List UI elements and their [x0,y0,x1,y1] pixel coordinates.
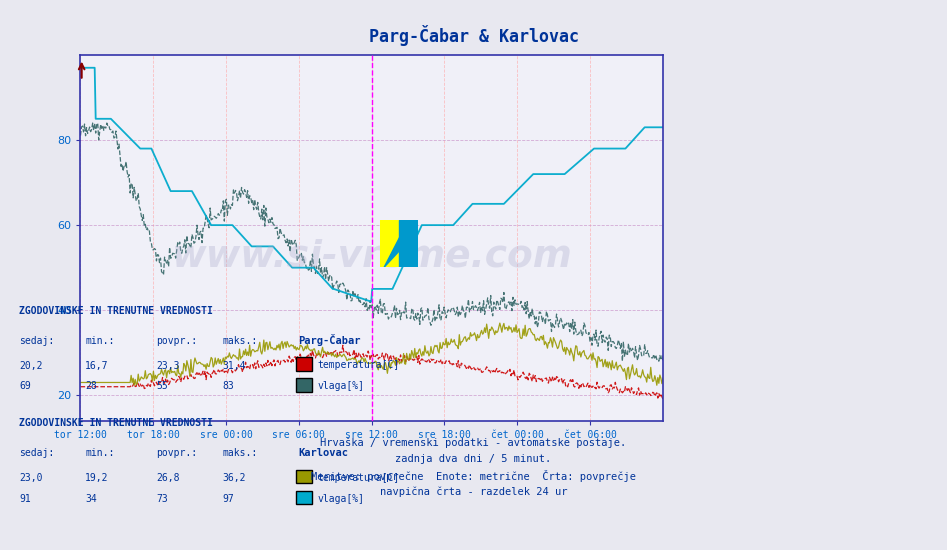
Text: temperatura[C]: temperatura[C] [317,473,400,483]
Text: 83: 83 [223,381,234,392]
Text: Parg-Čabar & Karlovac: Parg-Čabar & Karlovac [368,25,579,46]
Text: 69: 69 [19,381,30,392]
Text: Meritve: povprečne  Enote: metrične  Črta: povprečje: Meritve: povprečne Enote: metrične Črta:… [311,470,636,482]
Text: Karlovac: Karlovac [298,448,348,459]
Text: min.:: min.: [85,448,115,459]
Text: sedaj:: sedaj: [19,448,54,459]
Text: Hrvaška / vremenski podatki - avtomatske postaje.: Hrvaška / vremenski podatki - avtomatske… [320,437,627,448]
Text: 36,2: 36,2 [223,473,246,483]
Text: sedaj:: sedaj: [19,336,54,346]
Text: 28: 28 [85,381,97,392]
Text: 26,8: 26,8 [156,473,180,483]
Text: min.:: min.: [85,336,115,346]
Text: 34: 34 [85,494,97,504]
Text: 97: 97 [223,494,234,504]
Text: 23,0: 23,0 [19,473,43,483]
Text: 55: 55 [156,381,168,392]
Text: 91: 91 [19,494,30,504]
Text: vlaga[%]: vlaga[%] [317,494,365,504]
Text: ZGODOVINSKE IN TRENUTNE VREDNOSTI: ZGODOVINSKE IN TRENUTNE VREDNOSTI [19,418,213,428]
Text: 16,7: 16,7 [85,360,109,371]
Text: Parg-Čabar: Parg-Čabar [298,334,361,346]
Text: navpična črta - razdelek 24 ur: navpična črta - razdelek 24 ur [380,487,567,497]
Text: povpr.:: povpr.: [156,448,197,459]
Text: 20,2: 20,2 [19,360,43,371]
Text: maks.:: maks.: [223,448,258,459]
Text: ZGODOVINSKE IN TRENUTNE VREDNOSTI: ZGODOVINSKE IN TRENUTNE VREDNOSTI [19,305,213,316]
Text: www.si-vreme.com: www.si-vreme.com [171,238,572,274]
Text: zadnja dva dni / 5 minut.: zadnja dva dni / 5 minut. [396,454,551,464]
Text: maks.:: maks.: [223,336,258,346]
Text: temperatura[C]: temperatura[C] [317,360,400,371]
Text: 19,2: 19,2 [85,473,109,483]
Text: povpr.:: povpr.: [156,336,197,346]
Text: vlaga[%]: vlaga[%] [317,381,365,392]
Text: 73: 73 [156,494,168,504]
Text: 31,4: 31,4 [223,360,246,371]
Text: 23,3: 23,3 [156,360,180,371]
